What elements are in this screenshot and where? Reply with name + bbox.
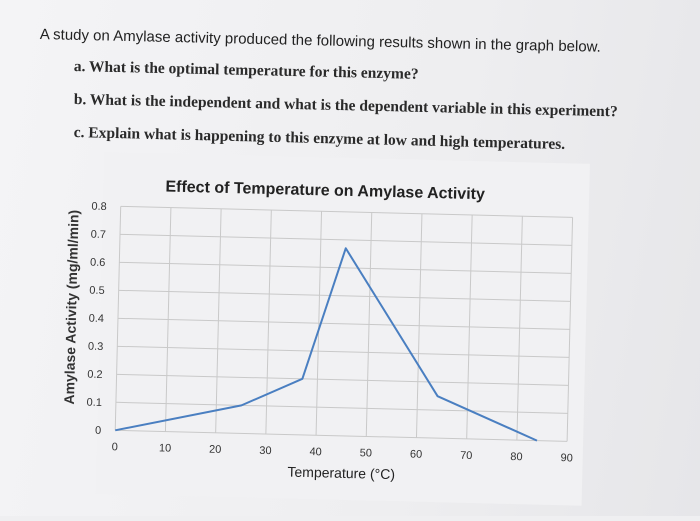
chart-background <box>95 151 590 506</box>
x-tick-label: 30 <box>259 445 272 457</box>
y-tick-label: 0.3 <box>88 341 104 353</box>
series-group <box>115 247 538 442</box>
y-tick-label: 0.5 <box>89 285 105 297</box>
chart-area: Effect of Temperature on Amylase Activit… <box>61 151 590 506</box>
grid-line-horizontal <box>118 289 571 302</box>
y-tick-label: 0.7 <box>91 229 107 241</box>
chart-grid <box>114 205 574 442</box>
grid-line-horizontal <box>117 317 570 330</box>
grid-line-horizontal <box>119 261 572 274</box>
grid-line-horizontal <box>120 233 572 246</box>
x-axis-label: Temperature (°C) <box>287 464 395 483</box>
x-tick-label: 40 <box>309 446 322 458</box>
y-tick-label: 0.2 <box>87 369 103 381</box>
y-tick-label: 0.8 <box>91 201 107 213</box>
x-tick-label: 10 <box>159 442 172 454</box>
y-axis-label: Amylase Activity (mg/ml/min) <box>61 210 82 405</box>
x-tick-label: 0 <box>112 441 118 453</box>
grid-line-horizontal <box>120 205 573 218</box>
grid-line-horizontal <box>115 429 568 442</box>
x-tick-label: 70 <box>460 450 473 462</box>
grid-line-horizontal <box>117 345 570 358</box>
y-tick-label: 0.6 <box>90 257 106 269</box>
x-axis-ticks: 0 10 20 30 40 50 60 70 80 90 <box>112 441 573 464</box>
x-tick-label: 60 <box>410 449 423 461</box>
y-tick-label: 0.1 <box>86 397 102 409</box>
grid-line-horizontal <box>116 373 569 386</box>
y-tick-label: 0.4 <box>89 313 105 325</box>
series-line <box>115 247 538 442</box>
x-tick-label: 80 <box>510 451 523 463</box>
y-tick-label: 0 <box>95 425 101 437</box>
x-tick-label: 90 <box>560 452 573 464</box>
x-tick-label: 50 <box>360 447 373 459</box>
x-tick-label: 20 <box>209 444 222 456</box>
y-axis-ticks: 0 0.1 0.2 0.3 0.4 0.5 0.6 0.7 0.8 <box>86 201 107 437</box>
grid-line-horizontal <box>115 401 568 414</box>
